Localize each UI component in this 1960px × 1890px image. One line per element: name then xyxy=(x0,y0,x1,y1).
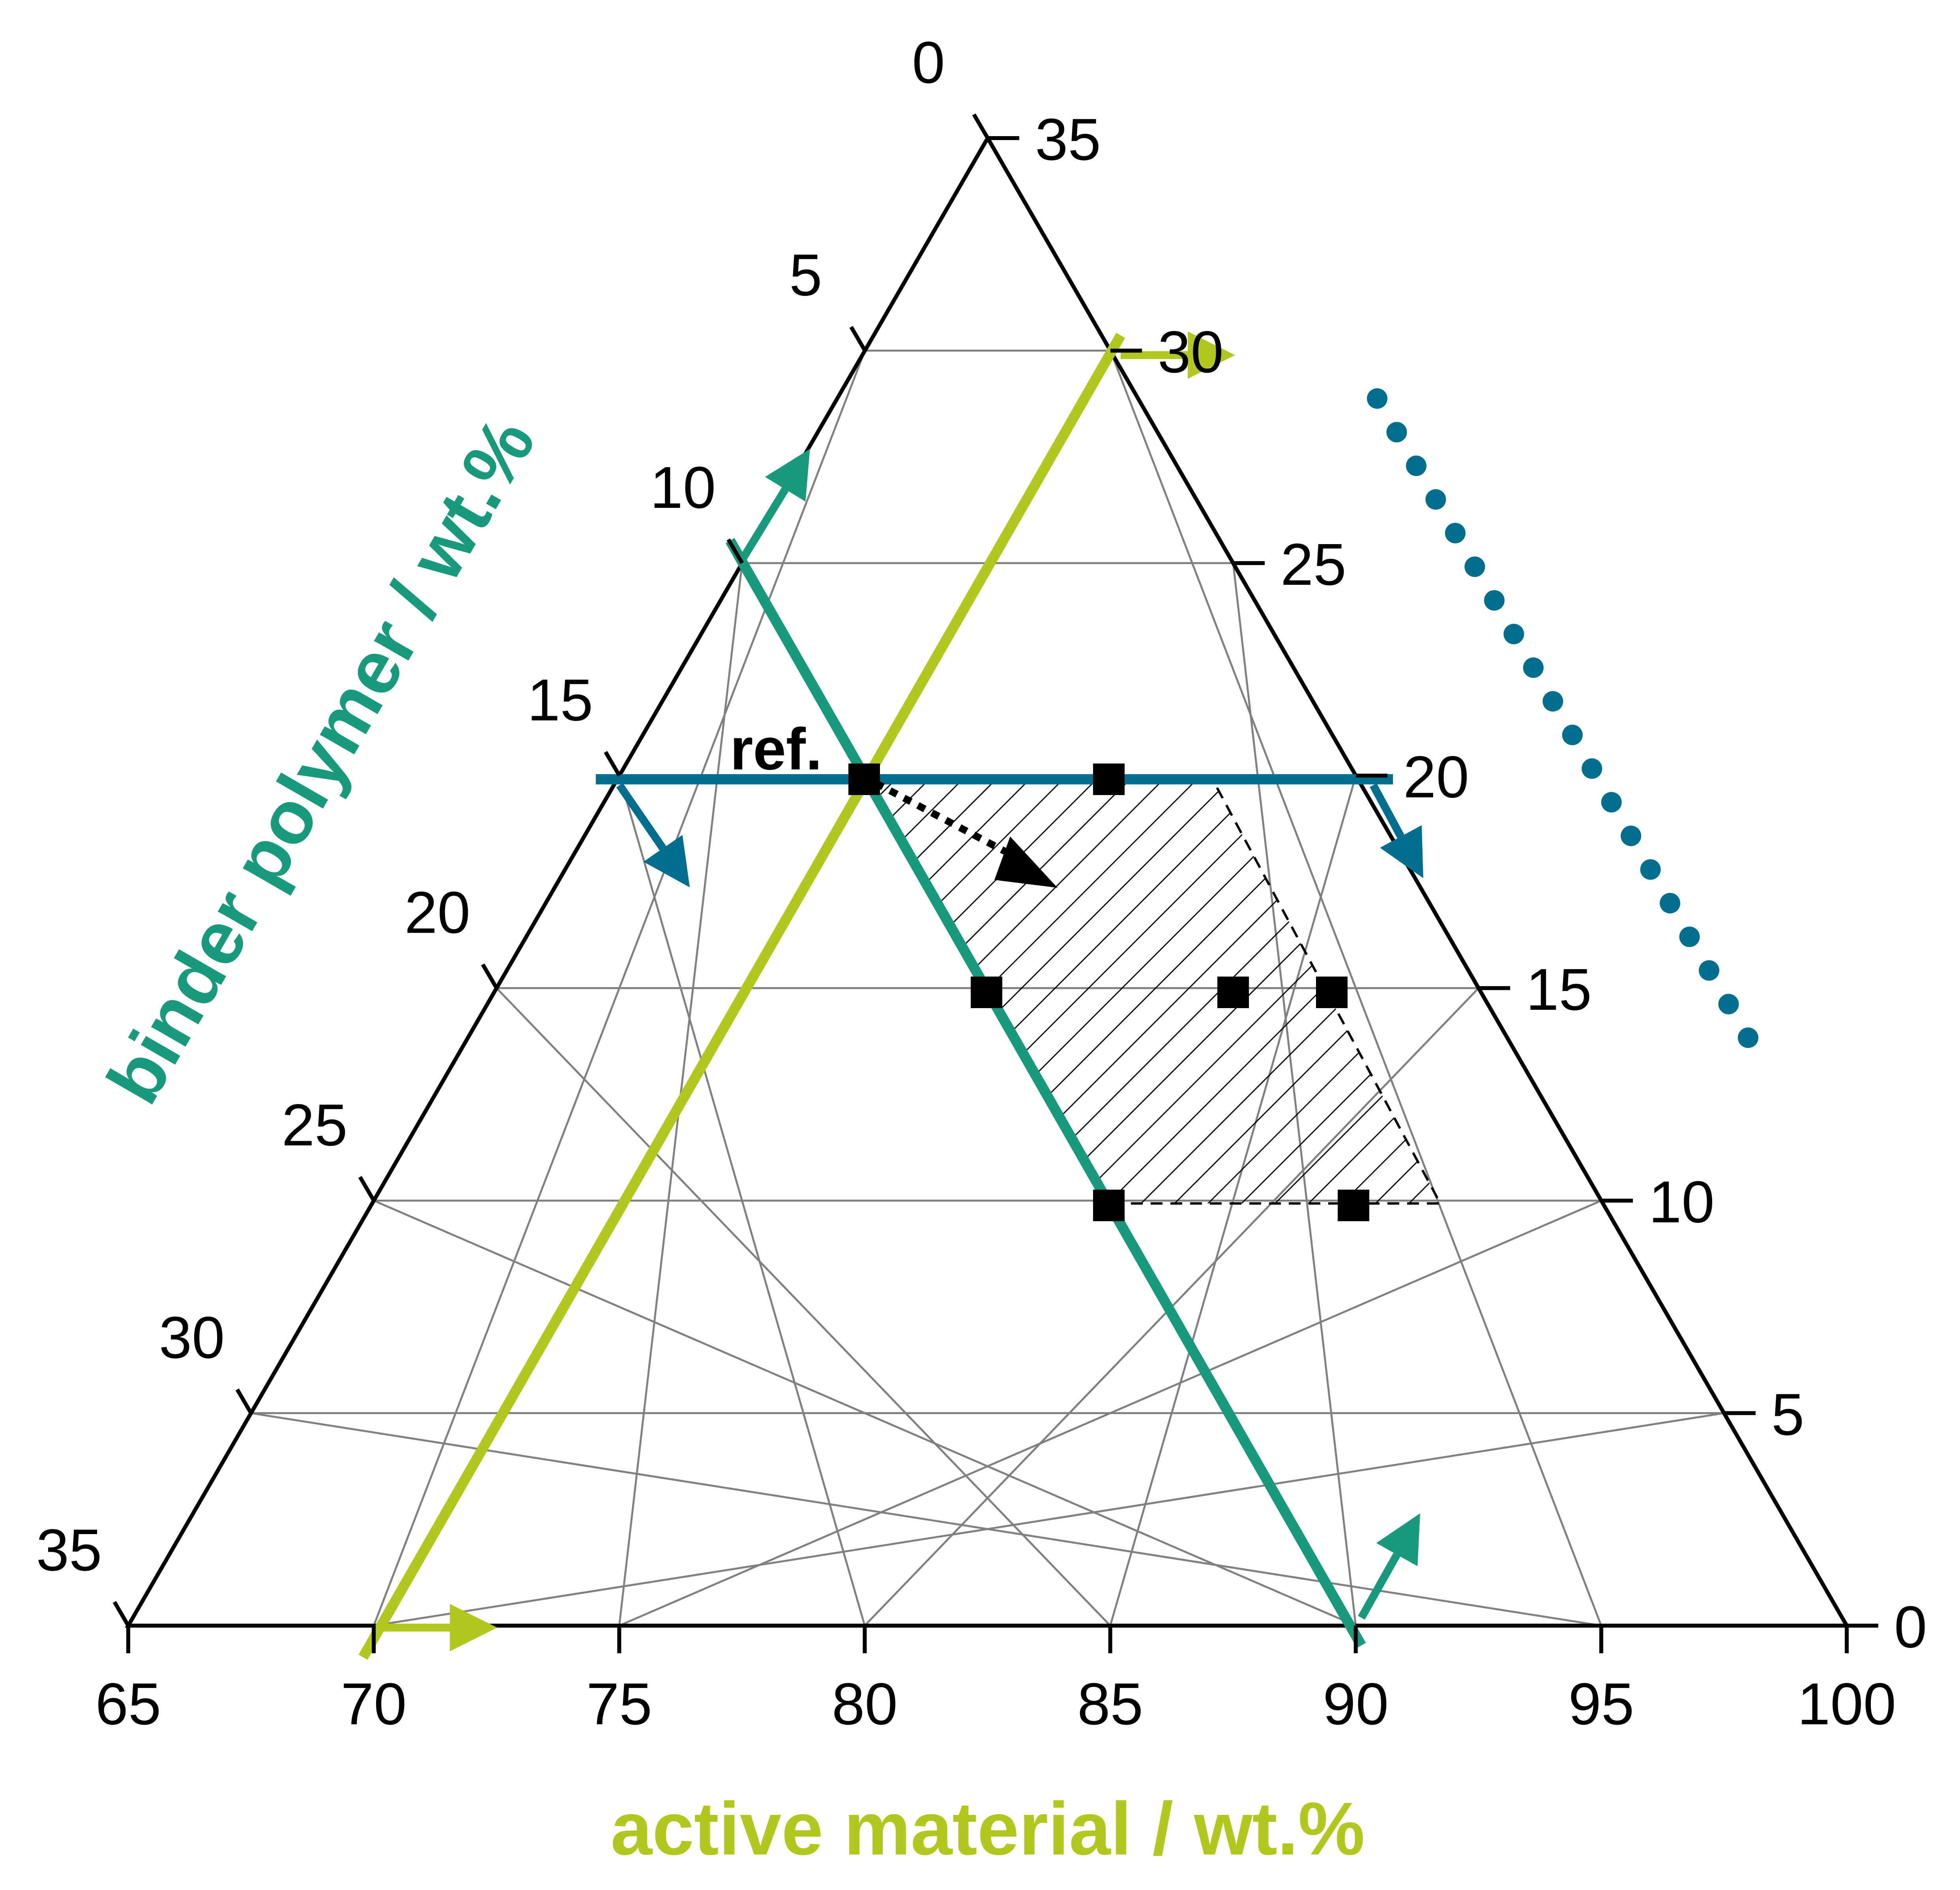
right-tick-label: 0 xyxy=(1894,1594,1927,1660)
grid-line-r-30 xyxy=(1109,350,1602,1626)
right-tick-label: 25 xyxy=(1280,531,1346,597)
active-line xyxy=(358,333,1125,1660)
left-tick-label: 35 xyxy=(36,1517,102,1583)
reference-label: ref. xyxy=(730,716,822,782)
grid-line-l-20 xyxy=(496,987,1111,1626)
data-point-4 xyxy=(1316,977,1348,1008)
left-tick-mark xyxy=(112,1601,130,1627)
third-arrow-right-shaft xyxy=(1370,783,1404,838)
bottom-tick-label: 90 xyxy=(1323,1671,1389,1737)
direction-dot xyxy=(1523,657,1544,678)
left-tick-label: 5 xyxy=(789,242,822,308)
third-arrow-left-shaft xyxy=(616,783,666,851)
data-point-5 xyxy=(1093,1190,1125,1221)
bottom-tick-label: 85 xyxy=(1077,1671,1143,1737)
left-tick-label: 25 xyxy=(282,1092,348,1158)
right-tick-label: 15 xyxy=(1526,956,1592,1022)
data-point-0 xyxy=(848,763,880,795)
right-tick-label: 20 xyxy=(1403,744,1469,810)
right-tick-label: 35 xyxy=(1035,106,1101,172)
direction-dot xyxy=(1386,422,1407,443)
right-tick-label: 30 xyxy=(1158,319,1224,385)
direction-dot xyxy=(1699,960,1720,981)
binder-line xyxy=(725,538,1366,1648)
grid-line-l-15 xyxy=(618,775,866,1626)
active-arrow-top-head xyxy=(1188,331,1235,379)
direction-dot xyxy=(1601,792,1622,813)
data-points xyxy=(848,763,1369,1221)
bottom-tick-label: 65 xyxy=(95,1671,161,1737)
direction-dot xyxy=(1738,1027,1758,1048)
left-tick-mark xyxy=(849,326,867,352)
triangle-outline xyxy=(125,134,1850,1628)
direction-dot xyxy=(1406,455,1426,476)
bottom-tick-label: 80 xyxy=(832,1671,898,1737)
direction-dot xyxy=(1503,623,1524,644)
left-tick-label: 30 xyxy=(159,1304,225,1370)
right-tick-label: 10 xyxy=(1649,1169,1715,1235)
hatched-region xyxy=(866,776,1443,1205)
grid-line-r-5 xyxy=(373,1412,1724,1627)
left-tick-mark xyxy=(604,751,621,777)
data-point-6 xyxy=(1338,1190,1369,1221)
grid-line-l-30 xyxy=(251,1412,1602,1627)
left-tick-label: 0 xyxy=(912,29,945,95)
hatched-area xyxy=(866,776,1443,1205)
direction-dot xyxy=(1582,758,1602,779)
direction-dot xyxy=(1640,859,1661,880)
direction-dots xyxy=(1367,388,1758,1048)
binder-arrow-top-head xyxy=(765,449,810,502)
bottom-tick-label: 70 xyxy=(341,1671,407,1737)
data-point-3 xyxy=(1217,977,1249,1008)
dotted-arrow-shaft xyxy=(874,780,1016,859)
left-tick-label: 20 xyxy=(404,879,470,945)
direction-dot xyxy=(1562,724,1583,745)
direction-dot xyxy=(1464,556,1485,577)
triangle-frame xyxy=(125,134,1850,1628)
direction-dot xyxy=(1425,489,1446,510)
third-arrow-right-head xyxy=(1380,825,1423,878)
third-arrow-left-head xyxy=(643,835,690,887)
grid-line-l-25 xyxy=(373,1199,1356,1627)
left-tick-mark xyxy=(358,1176,376,1202)
left-tick-mark xyxy=(726,538,744,564)
right-tick-label: 5 xyxy=(1771,1381,1804,1447)
left-tick-label: 15 xyxy=(527,667,593,733)
direction-dot xyxy=(1484,590,1505,611)
bottom-tick-label: 75 xyxy=(586,1671,652,1737)
direction-dot xyxy=(1543,691,1563,712)
direction-dot xyxy=(1621,825,1642,846)
x-axis-title: active material / wt.% xyxy=(610,1787,1365,1871)
binder-arrow-bottom-head xyxy=(1376,1513,1420,1566)
direction-dot xyxy=(1367,388,1387,409)
binder-arrow-top-shaft xyxy=(738,487,789,563)
dotted-arrow-head xyxy=(994,836,1058,888)
left-tick-label: 10 xyxy=(650,454,716,520)
data-point-1 xyxy=(1093,763,1125,795)
tick-labels: 65 70 75 80 85 90 95 100 0 5 10 15 20 25 30 35 0 5 10 15 20 2… xyxy=(36,29,1927,1737)
bottom-tick-label: 95 xyxy=(1568,1671,1634,1737)
direction-dot xyxy=(1718,994,1739,1014)
composition-lines xyxy=(358,331,1423,1660)
direction-dot xyxy=(1660,893,1681,913)
bottom-tick-label: 100 xyxy=(1797,1671,1896,1737)
left-tick-mark xyxy=(235,1388,253,1414)
active-arrow-bottom-head xyxy=(450,1604,497,1651)
direction-dot xyxy=(1679,926,1700,947)
data-point-2 xyxy=(971,977,1002,1008)
binder-arrow-bottom-shaft xyxy=(1358,1553,1400,1620)
left-tick-mark xyxy=(481,963,498,989)
left-tick-mark xyxy=(972,113,990,139)
direction-dot xyxy=(1445,523,1466,544)
grid-line-r-10 xyxy=(619,1199,1602,1627)
